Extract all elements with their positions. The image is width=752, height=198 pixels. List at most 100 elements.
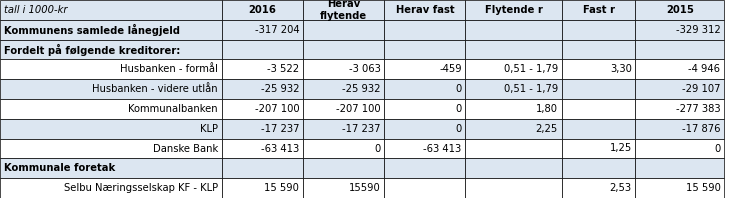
Text: -17 237: -17 237 — [261, 124, 299, 134]
Text: 15590: 15590 — [349, 183, 381, 193]
Text: 2016: 2016 — [248, 5, 277, 15]
Text: Kommunalbanken: Kommunalbanken — [129, 104, 218, 114]
Bar — [635, 158, 724, 178]
Bar — [303, 178, 384, 198]
Bar — [222, 40, 303, 59]
Text: -3 063: -3 063 — [349, 64, 381, 74]
Text: 0: 0 — [456, 104, 462, 114]
Bar — [222, 178, 303, 198]
Text: -207 100: -207 100 — [336, 104, 381, 114]
Text: -63 413: -63 413 — [423, 144, 462, 153]
Bar — [0, 178, 222, 198]
Text: Kommunens samlede lånegjeld: Kommunens samlede lånegjeld — [4, 24, 180, 36]
Bar — [465, 79, 562, 99]
Text: -207 100: -207 100 — [255, 104, 299, 114]
Bar — [303, 79, 384, 99]
Text: Selbu Næringsselskap KF - KLP: Selbu Næringsselskap KF - KLP — [64, 183, 218, 193]
Bar — [0, 59, 222, 79]
Bar — [0, 79, 222, 99]
Bar — [465, 139, 562, 158]
Bar — [384, 59, 465, 79]
Text: -25 932: -25 932 — [342, 84, 381, 94]
Bar — [465, 20, 562, 40]
Bar — [465, 59, 562, 79]
Text: -29 107: -29 107 — [682, 84, 720, 94]
Text: Herav fast: Herav fast — [396, 5, 454, 15]
Bar — [222, 20, 303, 40]
Bar — [0, 99, 222, 119]
Bar — [222, 139, 303, 158]
Bar — [635, 20, 724, 40]
Bar — [0, 158, 222, 178]
Text: 2015: 2015 — [666, 5, 694, 15]
Bar — [384, 99, 465, 119]
Text: Husbanken - videre utlån: Husbanken - videre utlån — [92, 84, 218, 94]
Bar — [562, 40, 635, 59]
Bar — [465, 0, 562, 20]
Bar — [303, 99, 384, 119]
Text: Fast r: Fast r — [583, 5, 614, 15]
Bar — [562, 139, 635, 158]
Bar — [384, 178, 465, 198]
Text: -3 522: -3 522 — [267, 64, 299, 74]
Bar — [303, 158, 384, 178]
Text: -25 932: -25 932 — [261, 84, 299, 94]
Bar — [222, 99, 303, 119]
Bar — [635, 59, 724, 79]
Bar — [384, 0, 465, 20]
Text: Kommunale foretak: Kommunale foretak — [4, 163, 115, 173]
Bar — [303, 139, 384, 158]
Bar — [562, 158, 635, 178]
Bar — [562, 59, 635, 79]
Text: Herav
flytende: Herav flytende — [320, 0, 367, 21]
Bar — [465, 119, 562, 139]
Text: -317 204: -317 204 — [255, 25, 299, 35]
Text: 1,25: 1,25 — [609, 144, 632, 153]
Bar — [635, 139, 724, 158]
Bar — [384, 139, 465, 158]
Text: 0: 0 — [714, 144, 720, 153]
Bar — [465, 158, 562, 178]
Bar — [562, 0, 635, 20]
Bar — [465, 178, 562, 198]
Text: 15 590: 15 590 — [686, 183, 720, 193]
Bar — [465, 99, 562, 119]
Text: Fordelt på følgende kreditorer:: Fordelt på følgende kreditorer: — [4, 43, 180, 56]
Bar — [635, 40, 724, 59]
Text: 0: 0 — [374, 144, 381, 153]
Text: -63 413: -63 413 — [261, 144, 299, 153]
Bar — [384, 119, 465, 139]
Bar — [562, 99, 635, 119]
Bar — [303, 0, 384, 20]
Bar — [222, 119, 303, 139]
Text: -277 383: -277 383 — [676, 104, 720, 114]
Bar — [0, 139, 222, 158]
Text: 2,25: 2,25 — [535, 124, 558, 134]
Text: 15 590: 15 590 — [265, 183, 299, 193]
Bar — [303, 20, 384, 40]
Bar — [222, 0, 303, 20]
Text: -17 237: -17 237 — [342, 124, 381, 134]
Bar — [562, 119, 635, 139]
Text: 2,53: 2,53 — [610, 183, 632, 193]
Bar — [635, 0, 724, 20]
Text: 1,80: 1,80 — [536, 104, 558, 114]
Bar — [562, 20, 635, 40]
Bar — [0, 40, 222, 59]
Bar — [635, 79, 724, 99]
Bar — [384, 40, 465, 59]
Text: 3,30: 3,30 — [610, 64, 632, 74]
Bar — [635, 99, 724, 119]
Bar — [0, 20, 222, 40]
Text: 0: 0 — [456, 84, 462, 94]
Bar — [222, 79, 303, 99]
Bar — [384, 158, 465, 178]
Text: -17 876: -17 876 — [682, 124, 720, 134]
Text: Husbanken - formål: Husbanken - formål — [120, 64, 218, 74]
Bar — [0, 0, 222, 20]
Bar — [303, 119, 384, 139]
Text: 0,51 - 1,79: 0,51 - 1,79 — [504, 84, 558, 94]
Bar — [384, 20, 465, 40]
Text: -329 312: -329 312 — [675, 25, 720, 35]
Bar — [222, 158, 303, 178]
